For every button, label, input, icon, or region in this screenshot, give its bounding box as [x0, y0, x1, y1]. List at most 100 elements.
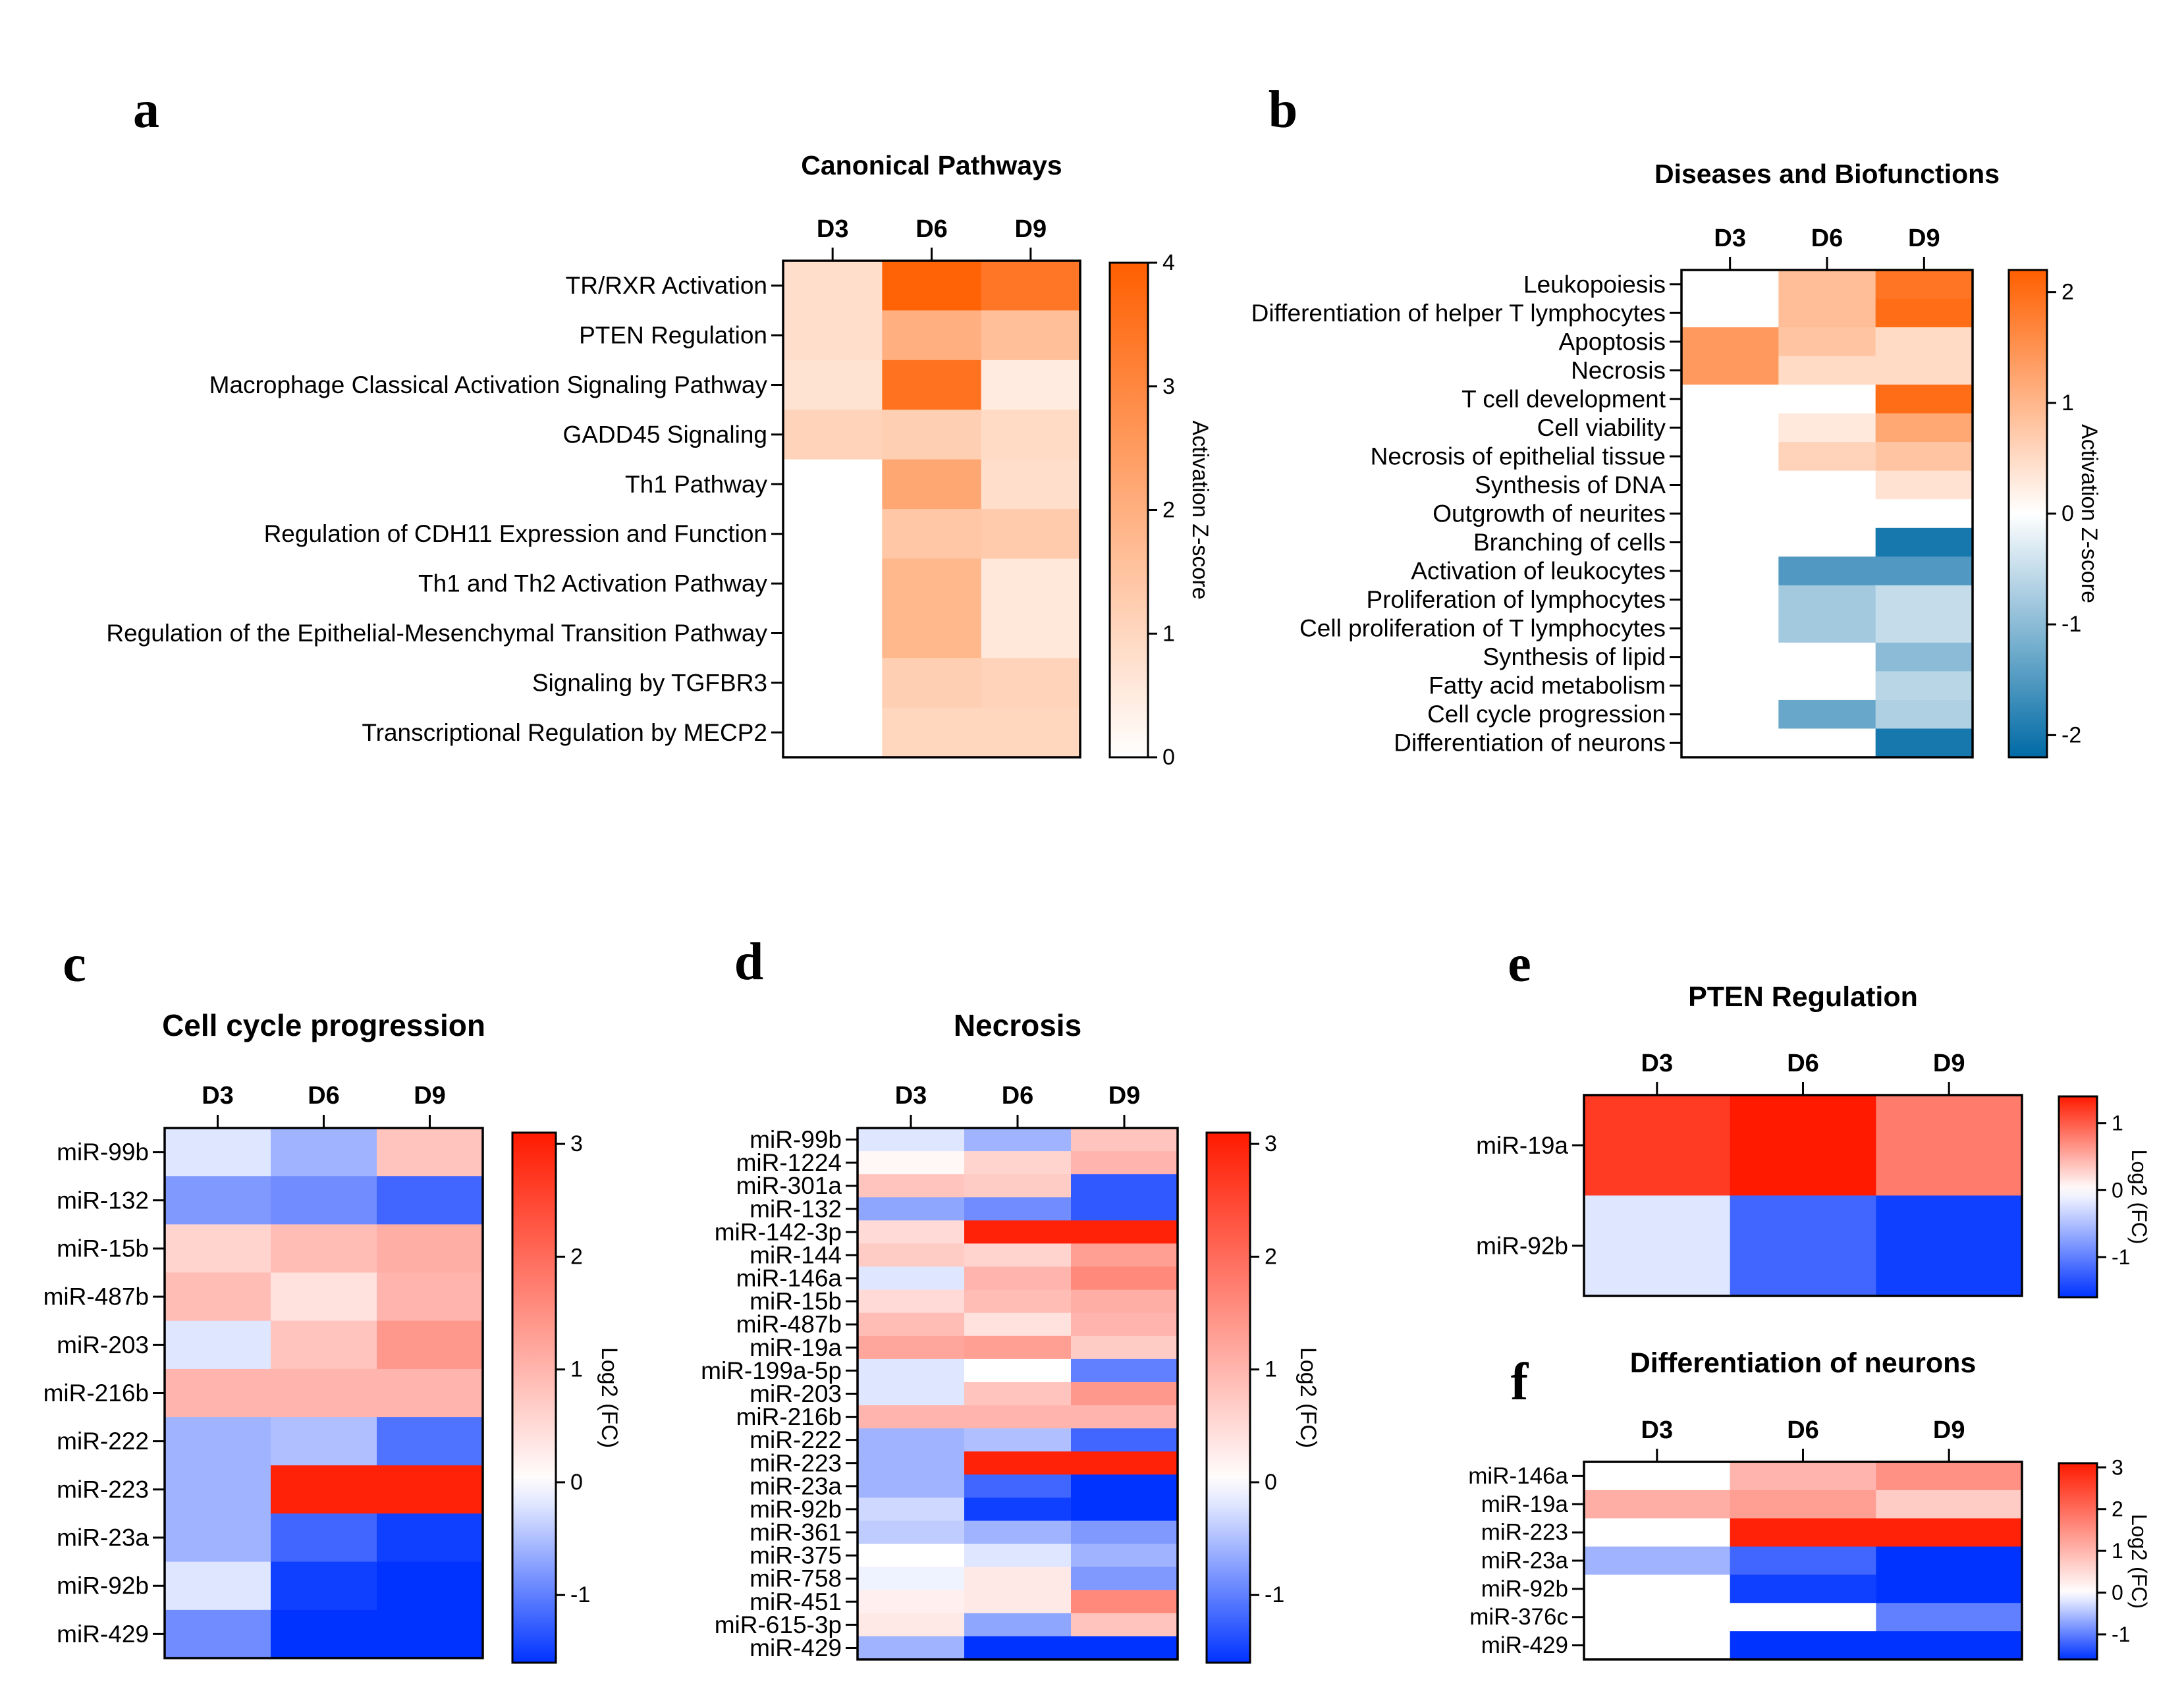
row-label: miR-376c — [1469, 1604, 1568, 1630]
row-label: miR-142-3p — [715, 1218, 842, 1245]
column-label: D9 — [1908, 225, 1940, 252]
heatmap-cell — [964, 1312, 1072, 1337]
heatmap-cell — [271, 1609, 377, 1659]
heatmap-frame — [1583, 1094, 2023, 1297]
heatmap-cell — [377, 1128, 483, 1177]
row-label: miR-132 — [750, 1195, 842, 1222]
heatmap-cell — [981, 509, 1081, 559]
heatmap-cell — [1875, 298, 1973, 328]
row-label: miR-19a — [1476, 1132, 1568, 1159]
heatmap-cell — [1875, 413, 1973, 443]
row-label: miR-23a — [750, 1472, 842, 1499]
panel-letter-a: a — [133, 81, 159, 139]
column-label: D3 — [1714, 225, 1746, 252]
heatmap-cell — [377, 1561, 483, 1611]
panel-e: e PTEN Regulation D3 D6 D9 miR-19a miR-92b 1 0 -1… — [1476, 935, 2151, 1299]
heatmap-cell — [1681, 556, 1779, 586]
heatmap-cell — [964, 1520, 1072, 1545]
heatmap-cell — [1071, 1151, 1178, 1175]
heatmap-cell — [377, 1224, 483, 1274]
heatmap-cell — [858, 1613, 965, 1637]
heatmap-cell — [964, 1497, 1072, 1522]
row-label: miR-92b — [750, 1495, 842, 1522]
heatmap-cell — [165, 1176, 271, 1225]
row-label: miR-223 — [1481, 1520, 1568, 1545]
colorbar-tick-label: 1 — [2112, 1112, 2123, 1135]
colorbar-tick-label: 0 — [2112, 1581, 2123, 1605]
heatmap-cell — [1681, 585, 1779, 614]
heatmap-cell — [1875, 642, 1973, 672]
heatmap-cell — [1584, 1518, 1731, 1547]
heatmap-cell — [1778, 614, 1876, 643]
heatmap-cell — [783, 310, 883, 361]
colorbar-tick-label: 1 — [2061, 390, 2074, 416]
heatmap-cell — [1730, 1518, 1876, 1547]
heatmap-cell — [964, 1567, 1072, 1591]
heatmap-cell — [783, 360, 883, 410]
heatmap-cell — [1071, 1174, 1178, 1198]
heatmap-cell — [1778, 556, 1876, 586]
panel-c: c Cell cycle progression D3 D6 D9 miR-99b miR-… — [43, 935, 622, 1664]
heatmap-cell — [1778, 270, 1876, 300]
heatmap-cell — [882, 410, 982, 460]
heatmap-cell — [1681, 614, 1779, 643]
heatmap-cell — [377, 1609, 483, 1659]
colorbar-tick-label: 3 — [1265, 1131, 1277, 1156]
heatmap-cell — [1071, 1382, 1178, 1406]
heatmap-cell — [1071, 1613, 1178, 1637]
heatmap-cell — [964, 1382, 1072, 1406]
heatmap-cell — [377, 1417, 483, 1466]
heatmap-cell — [1730, 1462, 1876, 1491]
heatmap-cell — [981, 707, 1081, 758]
heatmap-cell — [1778, 298, 1876, 328]
column-label: D3 — [1641, 1050, 1674, 1077]
heatmap-cell — [858, 1405, 965, 1429]
row-label: miR-23a — [1481, 1548, 1569, 1574]
heatmap-cell — [1875, 585, 1973, 614]
heatmap-cell — [858, 1520, 965, 1545]
heatmap-cell — [858, 1590, 965, 1614]
heatmap-cell — [1875, 385, 1973, 414]
row-label: miR-99b — [57, 1139, 149, 1166]
row-label: Regulation of CDH11 Expression and Funct… — [264, 520, 767, 547]
heatmap-cell — [964, 1636, 1072, 1660]
heatmap-cell — [783, 558, 883, 609]
heatmap-cell — [964, 1405, 1072, 1429]
heatmap-cell — [783, 707, 883, 758]
row-label: Differentiation of neurons — [1394, 730, 1666, 757]
heatmap-cell — [882, 261, 982, 311]
heatmap-cell — [858, 1289, 965, 1314]
chart-title: Diseases and Biofunctions — [1654, 159, 2000, 189]
heatmap-cell — [964, 1428, 1072, 1452]
row-label: Proliferation of lymphocytes — [1367, 586, 1666, 613]
chart-title: Differentiation of neurons — [1630, 1347, 1977, 1379]
row-label: Signaling by TGFBR3 — [532, 669, 767, 696]
row-label: miR-92b — [57, 1572, 149, 1599]
panel-a: a Canonical Pathways D3 D6 D9 TR/RXR Activati… — [106, 81, 1213, 770]
heatmap-cell — [964, 1174, 1072, 1198]
panel-letter-b: b — [1269, 81, 1298, 139]
heatmap-cell — [271, 1176, 377, 1225]
row-label: miR-487b — [43, 1283, 149, 1310]
heatmap-cell — [1071, 1497, 1178, 1522]
heatmap-cell — [858, 1544, 965, 1568]
heatmap-cell — [1876, 1603, 2023, 1632]
heatmap-cell — [165, 1272, 271, 1322]
heatmap-cell — [1778, 385, 1876, 414]
heatmap-cell — [858, 1358, 965, 1383]
heatmap-cell — [783, 459, 883, 510]
row-label: miR-375 — [750, 1542, 842, 1569]
colorbar-tick-label: 0 — [1265, 1470, 1277, 1495]
colorbar-tick-label: 0 — [1162, 745, 1175, 770]
heatmap-cell — [1875, 356, 1973, 385]
heatmap-cell — [1071, 1520, 1178, 1545]
row-label: miR-19a — [1481, 1491, 1569, 1517]
heatmap-cell — [858, 1197, 965, 1221]
colorbar-tick-label: 1 — [1265, 1357, 1277, 1382]
row-label: GADD45 Signaling — [562, 421, 767, 448]
heatmap-cell — [1730, 1631, 1876, 1660]
heatmap-cell — [1730, 1574, 1876, 1603]
row-label: miR-429 — [57, 1621, 149, 1648]
chart-title: Cell cycle progression — [162, 1008, 485, 1042]
